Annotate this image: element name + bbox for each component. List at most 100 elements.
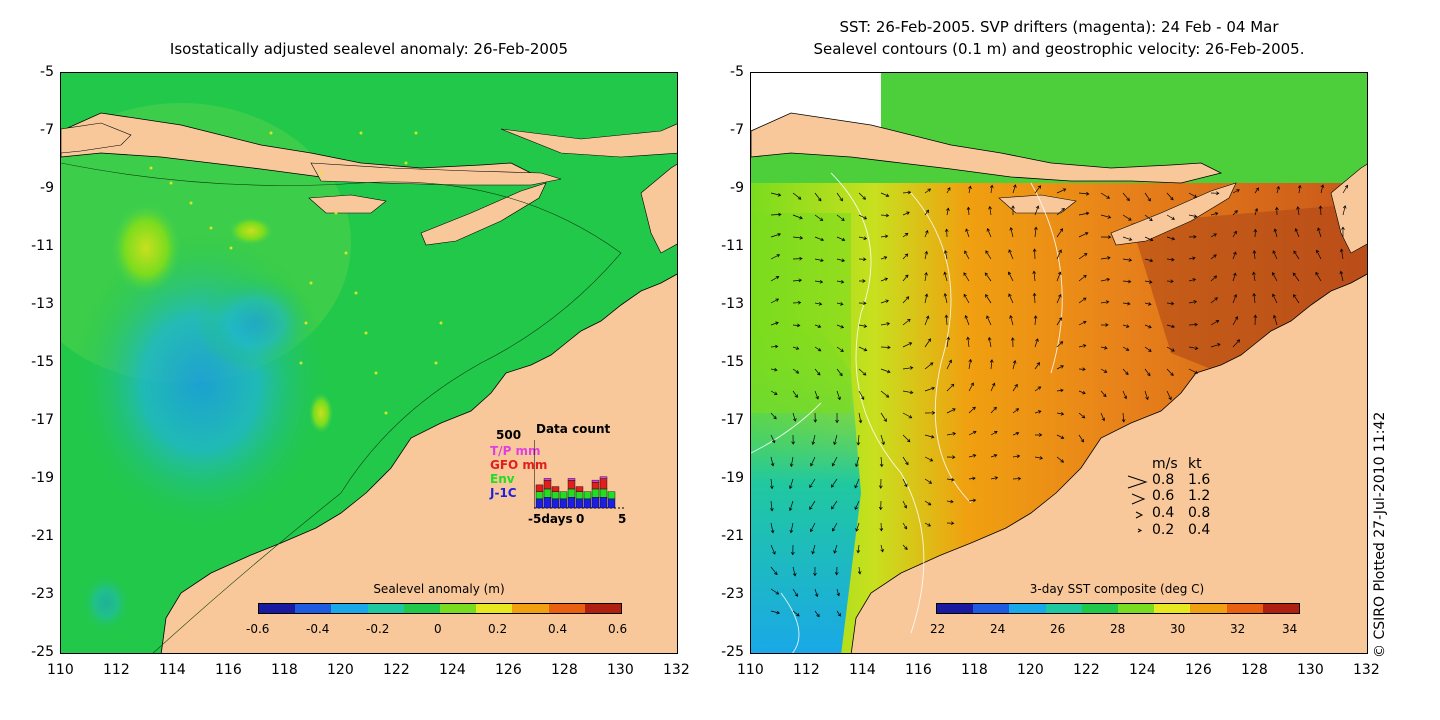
xtick: 130	[607, 662, 634, 678]
velocity-arrow	[814, 588, 819, 598]
velocity-arrow	[792, 610, 800, 617]
velocity-arrow	[902, 190, 912, 195]
velocity-arrow	[1034, 386, 1042, 392]
velocity-arrow	[946, 336, 951, 348]
data-count-chart	[534, 440, 624, 509]
colorbar-segment	[1154, 604, 1191, 613]
velocity-arrow	[1339, 248, 1344, 260]
xtick: 124	[1129, 662, 1156, 678]
velocity-arrow	[790, 544, 795, 556]
cb-tick: 0.2	[488, 622, 508, 636]
velocity-arrow	[1100, 277, 1111, 282]
data-count-bar	[559, 491, 568, 500]
colorbar-segment	[1226, 604, 1263, 613]
cb-tick: 24	[990, 622, 1006, 636]
velocity-arrow	[1078, 297, 1087, 304]
velocity-arrow	[1078, 434, 1084, 443]
velocity-arrow	[792, 278, 803, 283]
velocity-arrow	[770, 232, 782, 238]
velocity-arrow	[880, 192, 890, 197]
velocity-arrow	[1318, 205, 1323, 216]
ytick: -11	[31, 238, 54, 254]
velocity-arrow	[902, 390, 914, 395]
velocity-arrow	[880, 434, 885, 446]
cb-tick: 0	[434, 622, 442, 636]
velocity-arrow	[792, 236, 804, 240]
velocity-arrow	[813, 566, 817, 577]
velocity-arrow	[814, 214, 824, 221]
velocity-arrow	[858, 324, 868, 328]
velocity-arrow	[986, 227, 992, 238]
velocity-arrow	[836, 588, 841, 597]
velocity-arrow	[836, 346, 844, 352]
velocity-arrow	[984, 272, 992, 282]
series-tp: T/P mm	[490, 444, 541, 458]
velocity-arrow	[770, 212, 782, 217]
velocity-arrow	[836, 214, 845, 221]
velocity-arrow	[1254, 187, 1259, 194]
colorbar-segment	[295, 604, 332, 613]
velocity-arrow	[833, 434, 838, 446]
velocity-arrow	[968, 406, 976, 414]
velocity-arrow	[770, 412, 777, 420]
colorbar-segment	[476, 604, 513, 613]
colorbar-segment	[1009, 604, 1046, 613]
velocity-arrow	[968, 476, 976, 481]
xtick: 120	[327, 662, 354, 678]
velocity-arrow	[944, 314, 949, 326]
data-count-bar	[591, 479, 600, 483]
velocity-arrow	[1252, 271, 1256, 282]
velocity-arrow	[902, 522, 908, 530]
velocity-arrow	[792, 368, 800, 374]
velocity-arrow	[814, 390, 819, 400]
velocity-arrow	[1122, 258, 1133, 262]
velocity-arrow	[902, 342, 913, 348]
ytick: -15	[31, 354, 54, 370]
xtick: 116	[215, 662, 242, 678]
colorbar-segment	[1190, 604, 1227, 613]
velocity-arrow	[1315, 271, 1322, 282]
velocity-arrow	[924, 250, 929, 260]
velocity-arrow	[1210, 297, 1218, 304]
velocity-arrow	[989, 184, 994, 194]
velocity-arrow	[792, 300, 802, 305]
velocity-arrow	[946, 432, 957, 436]
left-colorbar-title: Sealevel anomaly (m)	[373, 582, 505, 596]
velocity-arrow	[1010, 337, 1015, 348]
velocity-arrow	[1210, 191, 1220, 196]
velocity-arrow	[924, 500, 932, 506]
vel-arrow-symbols	[1127, 475, 1148, 533]
xtick: 132	[663, 662, 690, 678]
velocity-arrow	[836, 324, 845, 329]
velocity-arrow	[1056, 228, 1064, 238]
velocity-arrow	[902, 544, 908, 551]
velocity-arrow	[1317, 227, 1322, 238]
velocity-arrow	[924, 478, 933, 484]
velocity-arrow	[814, 192, 822, 202]
velocity-arrow	[1315, 249, 1322, 260]
velocity-arrow	[1232, 251, 1237, 260]
data-count-bar	[567, 480, 576, 490]
velocity-arrow	[788, 478, 794, 490]
velocity-arrow	[1254, 207, 1259, 216]
velocity-arrow	[924, 229, 929, 238]
velocity-arrow	[946, 207, 950, 216]
data-count-bar	[551, 491, 560, 500]
velocity-arrow	[1293, 250, 1300, 260]
xtick: 116	[905, 662, 932, 678]
series-env: Env	[490, 472, 515, 486]
velocity-arrow	[880, 412, 887, 422]
velocity-arrow	[857, 566, 862, 575]
velocity-arrow	[946, 499, 954, 504]
velocity-arrow	[902, 412, 913, 419]
velocity-arrow	[770, 390, 778, 395]
velocity-arrow	[1012, 476, 1022, 481]
velocity-arrow	[1034, 456, 1044, 460]
velocity-arrow	[902, 366, 914, 370]
velocity-arrow	[809, 500, 816, 510]
velocity-arrow	[856, 544, 861, 554]
ytick: -25	[31, 644, 54, 660]
xtick: 118	[271, 662, 298, 678]
velocity-arrow	[1166, 346, 1175, 352]
velocity-arrow	[1012, 383, 1018, 392]
